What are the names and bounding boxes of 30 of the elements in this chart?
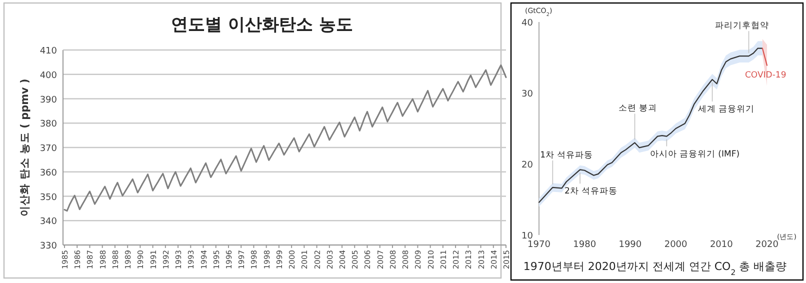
y-tick-label: 40 <box>522 18 534 28</box>
annotation: 세계 금융위기 <box>698 104 755 115</box>
y-tick-label: 380 <box>40 120 58 130</box>
y-tick-label: 350 <box>40 192 58 203</box>
y-tick-label: 390 <box>40 95 58 106</box>
y-tick-label: 410 <box>40 46 58 56</box>
y-tick-label: 340 <box>40 217 58 228</box>
x-tick-label: 2020 <box>756 240 779 250</box>
y-tick-label: 30 <box>522 90 534 100</box>
x-tick-label: 1970 <box>528 240 551 250</box>
line-series <box>64 64 507 212</box>
annotation: 소련 붕괴 <box>618 104 658 114</box>
annotation: 2차 석유파동 <box>564 186 618 197</box>
y-tick-label: 370 <box>40 144 58 154</box>
chart-title: 연도별 이산화탄소 농도 <box>171 15 353 35</box>
annotation: 파리기후협약 <box>714 21 769 32</box>
text: 1970년부터 2020년까지 전세계 연간 CO$_{2}$ 총 배출량 <box>523 260 787 276</box>
annotation: 1차 석유파동 <box>540 150 594 160</box>
x-tick-label: 1990 <box>618 240 642 250</box>
annotation: 아시아 금융위기 (IMF) <box>650 149 740 160</box>
annotation: COVID-19 <box>745 70 786 80</box>
x-tick-label: 1980 <box>573 240 596 250</box>
y-axis-title: 이산화 탄소 농도 ( ppmv ) <box>19 78 31 216</box>
x-tick-label: 2010 <box>710 240 734 250</box>
y-tick-label: 360 <box>40 168 58 178</box>
x-tick-label: 2000 <box>664 240 688 250</box>
y-tick-label: 20 <box>522 160 534 170</box>
y-tick-label: 400 <box>40 70 58 81</box>
y-tick-label: 330 <box>40 242 58 252</box>
y-tick-label: 10 <box>522 232 534 242</box>
